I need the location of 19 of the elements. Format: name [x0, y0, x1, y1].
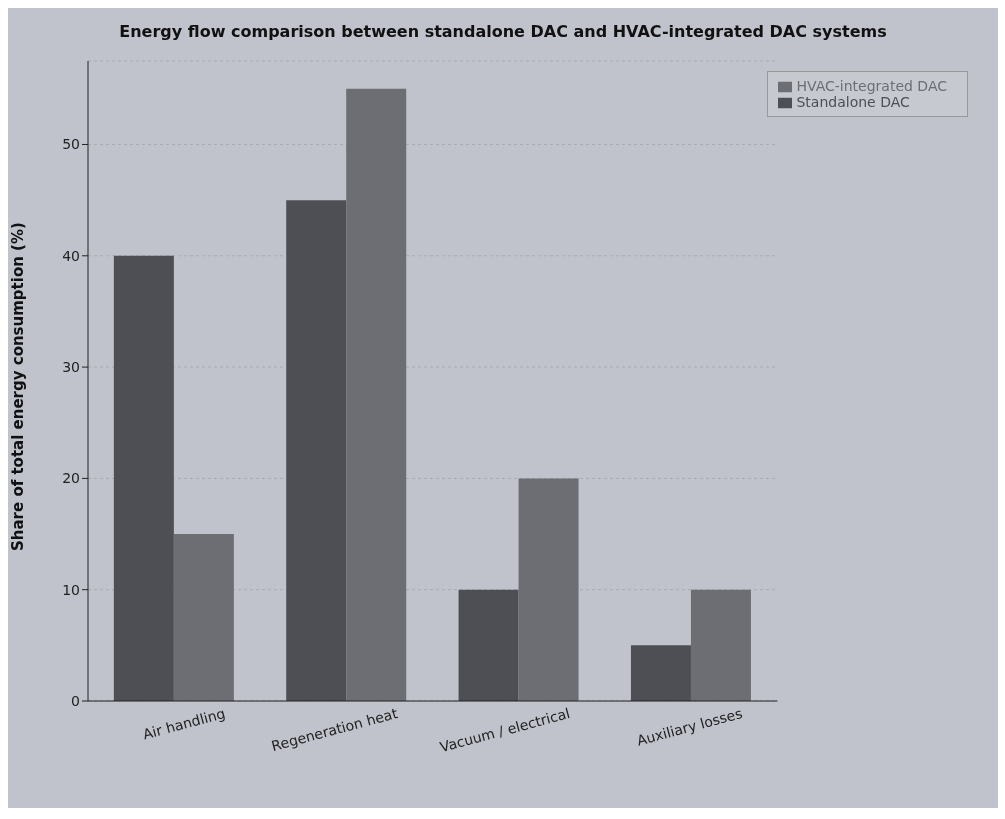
bar — [346, 88, 407, 701]
y-axis-title: Share of total energy consumption (%) — [9, 222, 28, 551]
bar — [173, 534, 234, 701]
y-tick-label: 10 — [62, 581, 80, 598]
y-tick-label: 30 — [62, 359, 80, 376]
bar — [458, 589, 519, 701]
legend-label: HVAC-integrated DAC — [796, 78, 947, 94]
bar — [630, 645, 691, 701]
y-tick-label: 0 — [71, 692, 80, 709]
bar — [113, 255, 174, 701]
bar — [518, 478, 579, 701]
y-tick-label: 50 — [62, 136, 80, 153]
bar — [690, 589, 751, 701]
chart-title: Energy flow comparison between standalone DAC and HVAC-integrated DAC systems — [118, 21, 888, 41]
y-tick-label: 20 — [62, 470, 80, 487]
bar — [286, 200, 347, 701]
y-tick-label: 40 — [62, 247, 80, 264]
legend-label: Standalone DAC — [796, 94, 910, 110]
x-tick-label: Air handling — [141, 705, 227, 743]
